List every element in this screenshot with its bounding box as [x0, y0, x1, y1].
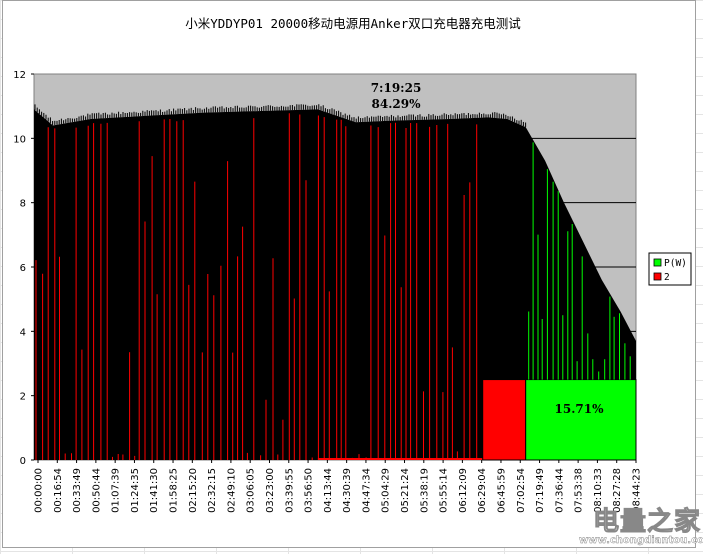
legend: P(W) 2: [648, 252, 692, 286]
y-tick-label: 2: [20, 392, 26, 403]
x-tick-label: 08:10:33: [593, 468, 604, 513]
x-axis: 00:00:00 00:16:54 00:33:49 00:50:44 01:07:39…: [34, 460, 643, 513]
legend-swatch: [653, 258, 662, 267]
x-tick-label: 08:44:23: [632, 468, 643, 513]
x-tick-label: 00:33:49: [72, 468, 83, 513]
legend-swatch: [653, 272, 662, 281]
series-pw-tail-spikes: [528, 142, 631, 380]
series-2-block: [482, 379, 527, 461]
annotation-label: 7:19:25: [371, 81, 422, 95]
x-tick-label: 02:49:10: [226, 468, 237, 513]
legend-label: 2: [664, 272, 670, 283]
x-tick-label: 02:32:15: [207, 468, 218, 513]
annotation-label: 84.29%: [372, 97, 422, 111]
x-tick-label: 07:53:38: [574, 468, 585, 513]
x-tick-label: 01:24:35: [130, 468, 141, 513]
annotation-label: 15.71%: [555, 402, 605, 416]
x-tick-label: 00:00:00: [34, 468, 45, 513]
y-tick-label: 4: [20, 327, 26, 338]
chart-svg: 0 2 4 6 8 10 12 00:00:00 00:16:54 00:33:49 00:50:4…: [13, 70, 692, 513]
y-axis: 0 2 4 6 8 10 12: [13, 70, 34, 467]
x-tick-label: 05:21:24: [400, 468, 411, 513]
y-tick-label: 12: [13, 70, 26, 81]
y-tick-label: 6: [20, 263, 26, 274]
x-tick-label: 03:56:50: [304, 468, 315, 513]
series-pw-tail-block: [525, 379, 637, 461]
x-tick-label: 05:55:14: [439, 468, 450, 513]
x-tick-label: 04:47:34: [361, 468, 372, 513]
x-tick-label: 06:12:09: [458, 468, 469, 513]
legend-label: P(W): [664, 258, 687, 269]
y-tick-label: 0: [20, 456, 26, 467]
watermark: 电量之家 www.chongdiantou.com: [563, 499, 703, 551]
x-tick-label: 04:30:39: [342, 468, 353, 513]
x-tick-label: 06:45:59: [496, 468, 507, 513]
series-pw-area: [34, 109, 636, 461]
x-tick-label: 04:13:44: [323, 468, 334, 513]
y-tick-label: 10: [13, 134, 26, 145]
x-tick-label: 00:50:44: [91, 468, 102, 513]
x-tick-label: 03:39:55: [284, 468, 295, 513]
x-tick-label: 03:06:05: [246, 468, 257, 513]
x-tick-label: 08:27:28: [612, 468, 623, 513]
x-tick-label: 02:15:20: [188, 468, 199, 513]
x-tick-label: 01:58:25: [169, 468, 180, 513]
x-tick-label: 01:41:30: [149, 468, 160, 513]
x-tick-label: 00:16:54: [53, 468, 64, 513]
x-tick-label: 07:02:54: [516, 468, 527, 513]
x-tick-label: 05:38:19: [419, 468, 430, 513]
watermark-logo: 电量之家: [593, 507, 702, 538]
x-tick-label: 03:23:00: [265, 468, 276, 513]
x-tick-label: 07:19:49: [535, 468, 546, 513]
series-2-spikes: [35, 113, 478, 460]
series-pw-top-spikes: [34, 104, 527, 128]
y-tick-label: 8: [20, 199, 26, 210]
chart-title: 小米YDDYP01 20000移动电源用Anker双口充电器充电测试: [185, 16, 521, 31]
x-tick-label: 07:36:44: [554, 468, 565, 513]
watermark-url: www.chongdiantou.com: [579, 535, 703, 546]
x-tick-label: 06:29:04: [477, 468, 488, 513]
x-tick-label: 05:04:29: [381, 468, 392, 513]
x-tick-label: 01:07:39: [111, 468, 122, 513]
